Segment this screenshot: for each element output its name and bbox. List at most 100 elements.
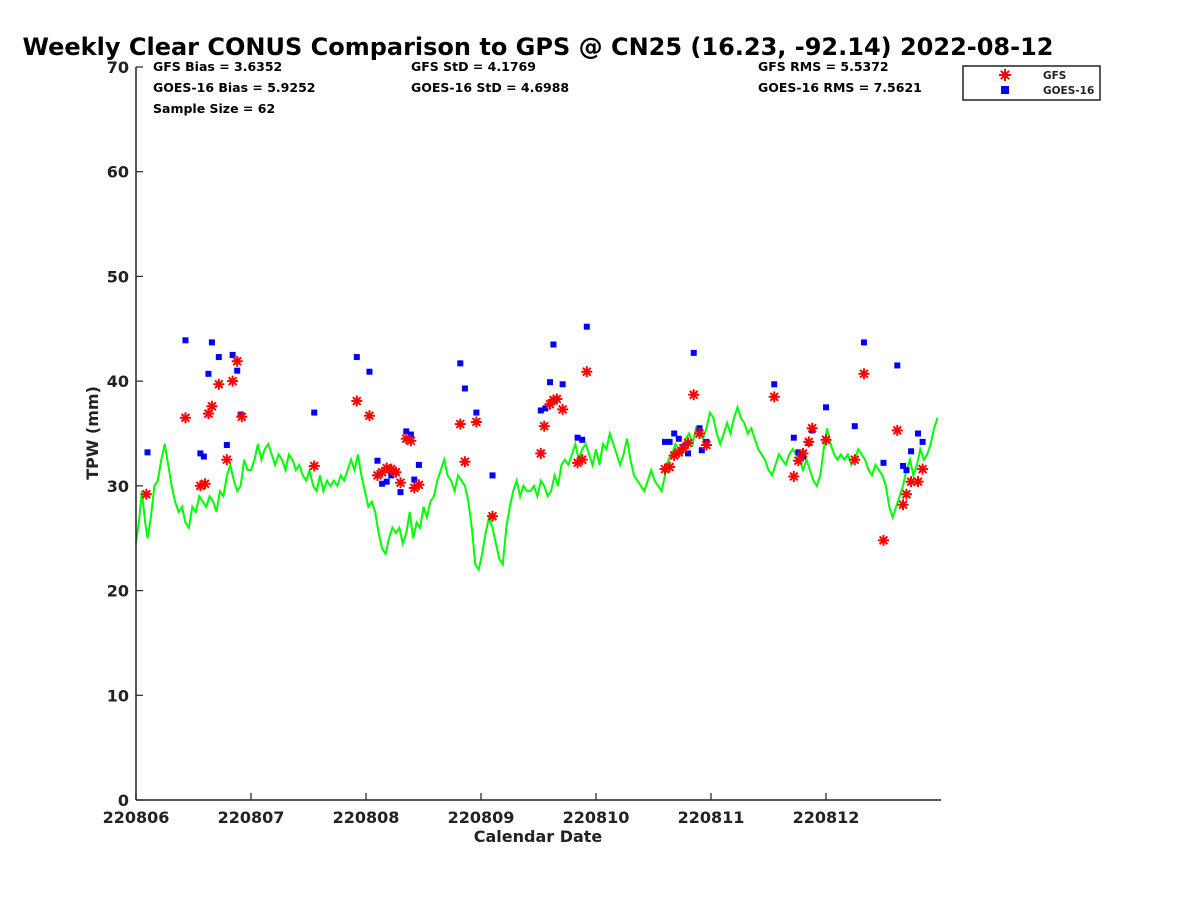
goes-16-point (550, 341, 557, 348)
legend-goes-label: GOES-16 (1043, 85, 1094, 97)
goes-16-point (411, 476, 418, 483)
stat-gfs-rms: GFS RMS = 5.5372 (758, 59, 889, 74)
goes-16-point (489, 472, 496, 479)
y-tick-label: 30 (107, 477, 129, 496)
gfs-point (308, 460, 320, 472)
gfs-point (140, 488, 152, 500)
y-axis-label: TPW (mm) (83, 386, 102, 480)
goes-16-point (311, 409, 318, 416)
gfs-point (231, 355, 243, 367)
goes-16-point (197, 450, 204, 457)
goes-16-point (675, 435, 682, 442)
gfs-point (413, 479, 425, 491)
gfs-point (535, 447, 547, 459)
goes-16-point (366, 368, 373, 375)
y-ticks: 0 10 20 30 40 50 60 70 (107, 58, 143, 810)
gfs-point (351, 395, 363, 407)
goes-16-point (205, 370, 212, 377)
goes-16-point (666, 438, 673, 445)
gfs-point (797, 447, 809, 459)
goes-16-point (200, 453, 207, 460)
gfs-point (538, 420, 550, 432)
x-tick-label: 220807 (218, 808, 285, 827)
gfs-point (891, 424, 903, 436)
goes-16-point (903, 467, 910, 474)
gfs-point (221, 454, 233, 466)
goes-16-point (457, 360, 464, 367)
goes-16-point (374, 457, 381, 464)
x-tick-label: 220806 (103, 808, 170, 827)
gfs-point (912, 476, 924, 488)
gfs-point (199, 478, 211, 490)
legend-gfs-asterisk-icon (999, 69, 1011, 81)
gfs-point (581, 366, 593, 378)
gfs-point (700, 439, 712, 451)
gfs-point (459, 456, 471, 468)
goes-16-point (403, 428, 410, 435)
legend: GFS GOES-16 (962, 65, 1101, 101)
gfs-point (363, 410, 375, 422)
goes-16-point (583, 323, 590, 330)
goes-16-point (860, 339, 867, 346)
gfs-point (179, 412, 191, 424)
gfs-point (194, 480, 206, 492)
x-tick-label: 220810 (563, 808, 630, 827)
goes-16-point (894, 362, 901, 369)
goes-16-point (208, 339, 215, 346)
gfs-series (140, 355, 929, 546)
goes-16-point (537, 407, 544, 414)
gfs-point (694, 428, 705, 439)
goes-16-point (880, 459, 887, 466)
gfs-point (487, 510, 498, 522)
goes-16-point (851, 423, 858, 430)
goes-16-point (407, 431, 414, 438)
goes-16-point (383, 478, 390, 485)
x-axis-label: Calendar Date (474, 827, 603, 846)
goes-16-point (397, 489, 404, 496)
y-tick-label: 10 (107, 686, 129, 705)
goes-16-point (353, 354, 360, 361)
goes-16-point (542, 405, 549, 412)
goes-16-point (908, 448, 915, 455)
gfs-point (849, 454, 861, 466)
goes-16-point (182, 337, 189, 344)
stats-annotations: GFS Bias = 3.6352 GOES-16 Bias = 5.9252 … (153, 59, 922, 116)
goes-16-point (234, 367, 241, 374)
gfs-point (858, 368, 870, 380)
goes-16-point (388, 472, 395, 479)
y-tick-label: 0 (118, 791, 129, 810)
goes-16-point (574, 434, 581, 441)
goes-16-point (771, 381, 778, 388)
gfs-point (901, 488, 912, 500)
stat-sample-size: Sample Size = 62 (153, 101, 275, 116)
y-tick-label: 60 (107, 163, 129, 182)
gfs-point (664, 461, 676, 473)
goes-16-point (915, 430, 921, 437)
legend-box (962, 65, 1101, 101)
goes-16-point (900, 462, 907, 469)
goes-16-series (144, 323, 926, 496)
y-tick-label: 20 (107, 582, 129, 601)
stat-gfs-bias: GFS Bias = 3.6352 (153, 59, 282, 74)
gfs-point (768, 391, 780, 403)
goes-16-point (685, 450, 691, 457)
x-tick-label: 220812 (793, 808, 860, 827)
goes-16-point (461, 385, 468, 392)
legend-gfs-label: GFS (1043, 70, 1066, 82)
gfs-point (878, 534, 889, 546)
goes-16-point (698, 447, 705, 454)
y-tick-label: 70 (107, 58, 129, 77)
chart-title: Weekly Clear CONUS Comparison to GPS @ C… (23, 33, 1054, 61)
gfs-point (803, 436, 815, 448)
stat-gfs-std: GFS StD = 4.1769 (411, 59, 536, 74)
gfs-point (390, 466, 402, 478)
goes-16-point (215, 354, 222, 361)
gfs-point (788, 470, 800, 482)
goes-16-point (579, 436, 586, 443)
gfs-point (576, 454, 588, 466)
goes-16-point (671, 430, 678, 437)
goes-16-point (795, 449, 802, 456)
goes-16-point (223, 442, 230, 449)
gps-series (135, 404, 939, 573)
